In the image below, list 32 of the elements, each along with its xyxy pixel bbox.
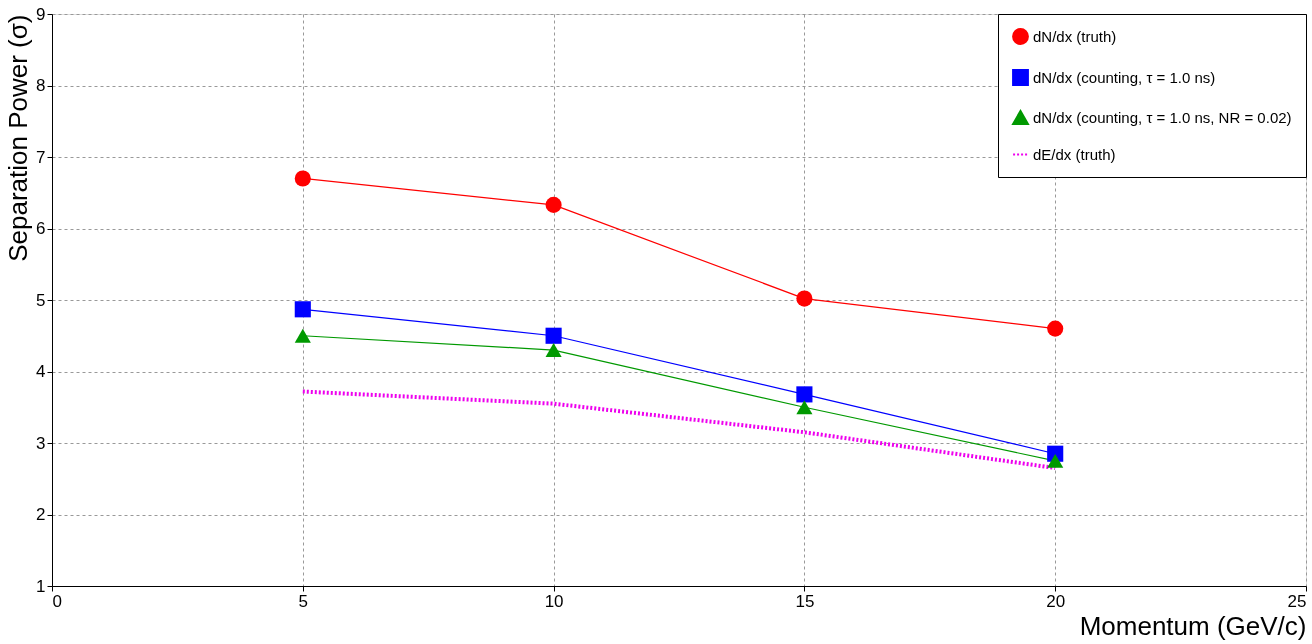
x-axis-title: Momentum (GeV/c)	[1079, 610, 1307, 641]
point	[545, 343, 562, 358]
point	[1047, 320, 1064, 337]
point	[1047, 453, 1064, 468]
y-tick-label: 1	[36, 576, 46, 596]
x-tick-label: 0	[52, 591, 62, 611]
point	[545, 196, 562, 213]
legend-label: dN/dx (counting, τ = 1.0 ns)	[1033, 68, 1216, 86]
point	[796, 400, 813, 415]
legend-label: dN/dx (counting, τ = 1.0 ns, NR = 0.02)	[1033, 108, 1292, 126]
y-tick-label: 8	[36, 76, 46, 95]
x-tick-label: 15	[795, 591, 815, 611]
y-tick-label: 6	[36, 219, 46, 238]
y-tick-label: 3	[36, 433, 46, 453]
y-tick-label: 2	[36, 505, 46, 524]
point	[796, 386, 813, 403]
y-tick-label: 7	[36, 147, 46, 167]
x-tick-label: 20	[1046, 591, 1066, 611]
point	[294, 328, 311, 343]
y-tick-label: 4	[36, 362, 46, 381]
point	[294, 301, 311, 318]
point	[294, 170, 311, 187]
x-tick-label: 5	[298, 591, 309, 611]
x-tick-label: 10	[544, 591, 564, 611]
legend-label: dN/dx (truth)	[1033, 27, 1117, 45]
y-tick-label: 5	[36, 290, 46, 310]
x-tick-label: 25	[1287, 591, 1307, 611]
point	[796, 290, 813, 307]
legend-label: dE/dx (truth)	[1033, 145, 1116, 163]
y-axis-title: Separation Power (σ)	[3, 14, 34, 262]
y-tick-label: 9	[36, 4, 46, 24]
point	[545, 327, 562, 344]
